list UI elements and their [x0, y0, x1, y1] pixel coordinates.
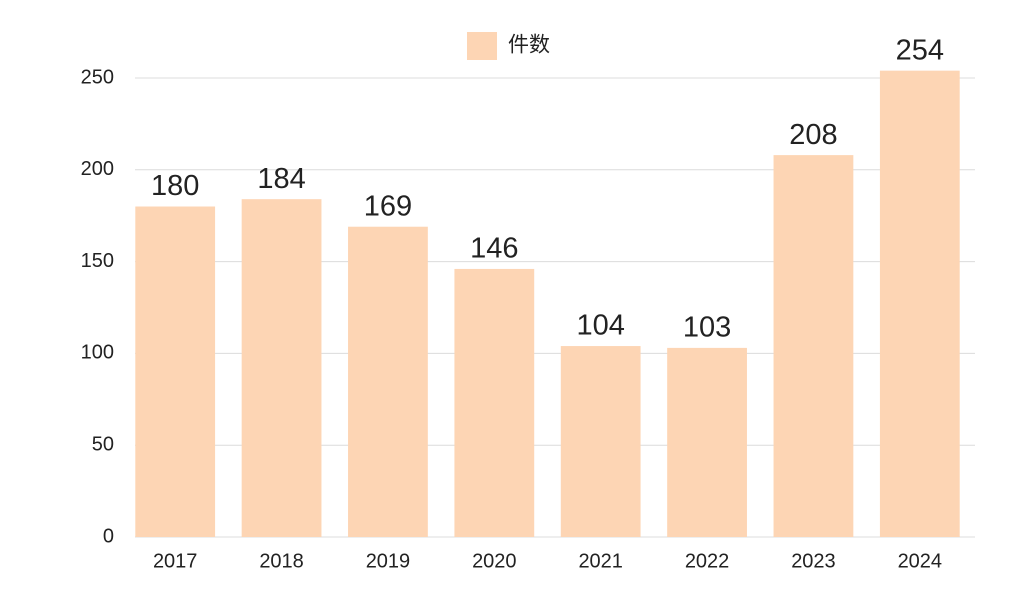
value-label: 184: [257, 163, 305, 195]
bar: [135, 206, 216, 537]
y-tick-label: 100: [81, 342, 114, 364]
x-tick-label: 2021: [578, 550, 623, 572]
bar: [241, 199, 322, 537]
y-tick-label: 250: [81, 66, 114, 88]
value-label: 208: [789, 119, 837, 151]
value-label: 104: [576, 310, 624, 342]
bar: [879, 70, 960, 537]
y-tick-label: 200: [81, 158, 114, 180]
value-label: 103: [683, 312, 731, 344]
value-label: 146: [470, 233, 518, 265]
x-tick-label: 2017: [153, 550, 198, 572]
bar: [667, 347, 747, 537]
x-tick-label: 2018: [259, 550, 304, 572]
legend-label: 件数: [508, 34, 550, 57]
x-tick-label: 2024: [898, 550, 943, 572]
bar: [560, 346, 641, 537]
x-tick-label: 2020: [472, 550, 517, 572]
bar: [773, 155, 854, 537]
bar: [348, 226, 428, 537]
legend-swatch: [467, 32, 497, 60]
value-label: 254: [896, 34, 944, 66]
x-tick-label: 2023: [791, 550, 836, 572]
x-tick-label: 2019: [366, 550, 411, 572]
y-tick-label: 50: [92, 433, 114, 455]
value-label: 169: [364, 190, 412, 222]
y-tick-label: 150: [81, 250, 114, 272]
y-tick-label: 0: [103, 525, 114, 547]
value-label: 180: [151, 170, 199, 202]
bar: [454, 268, 535, 537]
x-tick-label: 2022: [685, 550, 730, 572]
